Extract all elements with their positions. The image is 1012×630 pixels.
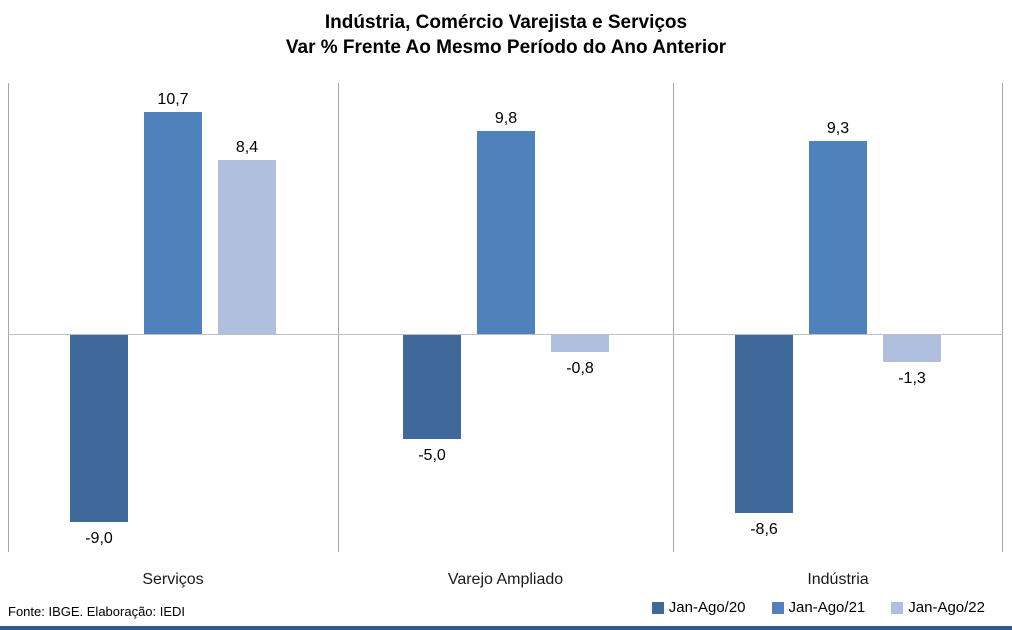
source-note: Fonte: IBGE. Elaboração: IEDI xyxy=(8,604,186,619)
legend: Jan-Ago/20 Jan-Ago/21 Jan-Ago/22 xyxy=(651,599,985,616)
bar-Jan-Ago/20-Indústria xyxy=(735,335,793,513)
legend-swatch-icon xyxy=(651,601,664,614)
category-separator-line-0 xyxy=(8,83,9,552)
legend-item-Jan-Ago/20: Jan-Ago/20 xyxy=(651,599,746,616)
legend-item-Jan-Ago/21: Jan-Ago/21 xyxy=(771,599,866,616)
legend-item-Jan-Ago/22: Jan-Ago/22 xyxy=(891,599,985,616)
bar-value-label: -8,6 xyxy=(750,521,778,538)
bar-Jan-Ago/22-Indústria xyxy=(883,335,941,362)
legend-label: Jan-Ago/22 xyxy=(908,599,985,616)
bar-Jan-Ago/22-Serviços xyxy=(218,160,276,334)
bar-value-label: -9,0 xyxy=(85,530,113,547)
category-label-Varejo Ampliado: Varejo Ampliado xyxy=(447,571,564,588)
legend-swatch-icon xyxy=(771,601,784,614)
bar-Jan-Ago/20-Serviços xyxy=(70,335,128,522)
bar-value-label: -5,0 xyxy=(418,447,446,464)
bar-Jan-Ago/21-Serviços xyxy=(144,112,202,334)
bar-value-label: 9,8 xyxy=(494,110,518,127)
bar-value-label: 9,3 xyxy=(826,120,850,137)
category-separator-line-3 xyxy=(1002,83,1003,552)
zero-axis-line xyxy=(8,334,1003,335)
legend-label: Jan-Ago/20 xyxy=(668,599,746,616)
category-separator-line-2 xyxy=(673,83,674,552)
bar-Jan-Ago/22-Varejo Ampliado xyxy=(551,335,609,352)
chart-title: Indústria, Comércio Varejista e Serviços… xyxy=(0,10,1012,60)
bar-value-label: 8,4 xyxy=(235,139,259,156)
category-label-Indústria: Indústria xyxy=(807,571,869,588)
bar-value-label: -0,8 xyxy=(566,360,594,377)
bar-value-label: -1,3 xyxy=(898,370,926,387)
chart-title-line2: Var % Frente Ao Mesmo Período do Ano Ant… xyxy=(285,37,727,58)
legend-label: Jan-Ago/21 xyxy=(788,599,866,616)
bar-Jan-Ago/21-Indústria xyxy=(809,141,867,334)
category-separator-line-1 xyxy=(338,83,339,552)
category-label-Serviços: Serviços xyxy=(142,571,204,588)
bar-value-label: 10,7 xyxy=(157,91,189,108)
legend-swatch-icon xyxy=(891,601,904,614)
bar-Jan-Ago/21-Varejo Ampliado xyxy=(477,131,535,334)
bottom-accent-strip xyxy=(0,626,1012,630)
bar-Jan-Ago/20-Varejo Ampliado xyxy=(403,335,461,439)
chart-title-line1: Indústria, Comércio Varejista e Serviços xyxy=(324,12,688,33)
